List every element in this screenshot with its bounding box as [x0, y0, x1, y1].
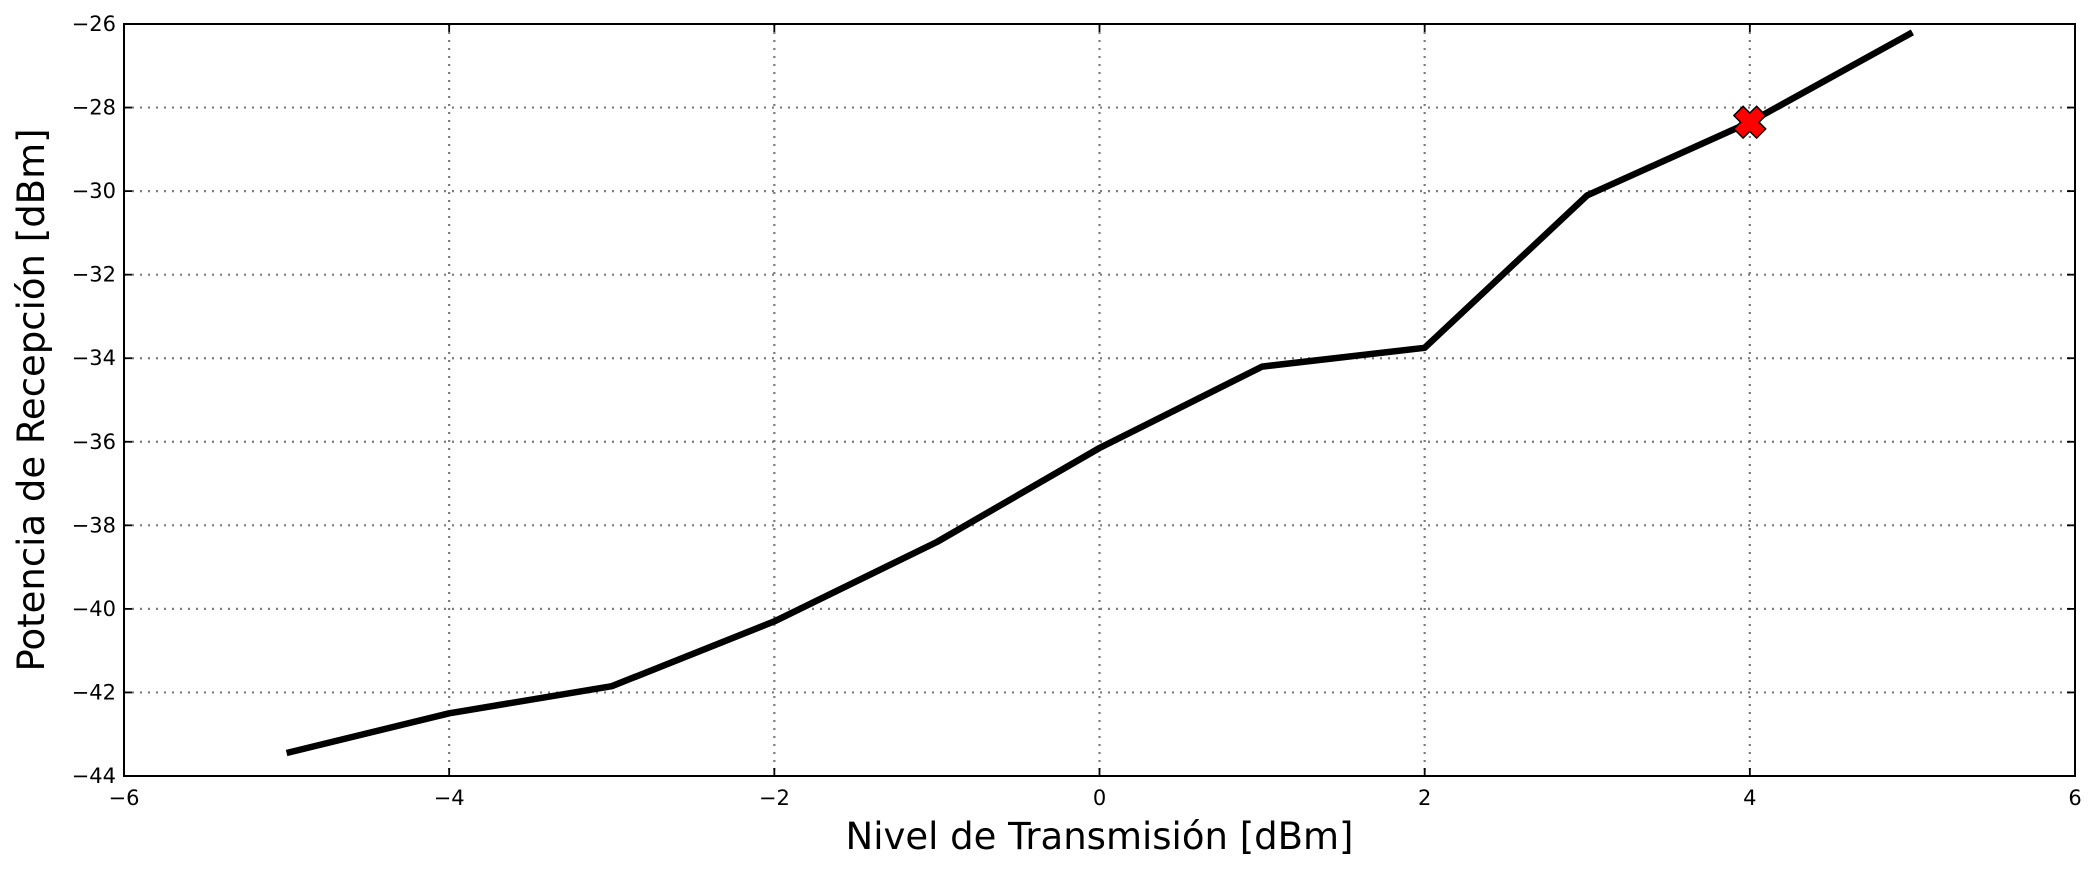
y-tick-label: −28	[72, 96, 116, 120]
data-series-line	[285, 29, 1914, 757]
y-tick-label: −32	[72, 263, 116, 287]
x-tick-label: 6	[2068, 786, 2081, 810]
y-tick-label: −42	[72, 680, 116, 704]
ticks-layer	[123, 23, 2076, 777]
highlight-x-marker	[1732, 105, 1767, 140]
x-tick-label: −2	[759, 786, 790, 810]
x-tick-label: −6	[109, 786, 140, 810]
y-tick-label: −30	[72, 179, 116, 203]
y-tick-label: −38	[72, 513, 116, 537]
x-tick-label: 4	[1743, 786, 1756, 810]
x-axis-label: Nivel de Transmisión [dBm]	[846, 815, 1354, 858]
x-tick-label: 2	[1418, 786, 1431, 810]
x-tick-label: 0	[1093, 786, 1106, 810]
marker-layer	[1732, 105, 1767, 140]
y-tick-label: −34	[72, 346, 116, 370]
y-axis-label: Potencia de Recepción [dBm]	[10, 128, 53, 671]
y-tick-label: −44	[72, 764, 116, 788]
grid-layer	[124, 24, 2075, 776]
tick-labels-layer: −6 −4 −2 0 2 4 6 −44 −42 −40 −38 −36 −34 −32 −30 −28 −26	[72, 12, 2082, 810]
x-tick-label: −4	[434, 786, 465, 810]
y-tick-label: −40	[72, 597, 116, 621]
series-layer	[285, 29, 1914, 757]
y-tick-label: −26	[72, 12, 116, 36]
y-tick-label: −36	[72, 430, 116, 454]
